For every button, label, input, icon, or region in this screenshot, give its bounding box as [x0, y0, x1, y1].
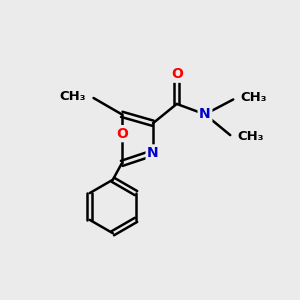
Text: CH₃: CH₃ — [60, 90, 86, 103]
Text: CH₃: CH₃ — [241, 92, 267, 104]
Text: N: N — [147, 146, 159, 160]
Text: N: N — [199, 107, 211, 121]
Text: CH₃: CH₃ — [238, 130, 264, 143]
Text: O: O — [171, 67, 183, 81]
Text: O: O — [116, 127, 128, 141]
